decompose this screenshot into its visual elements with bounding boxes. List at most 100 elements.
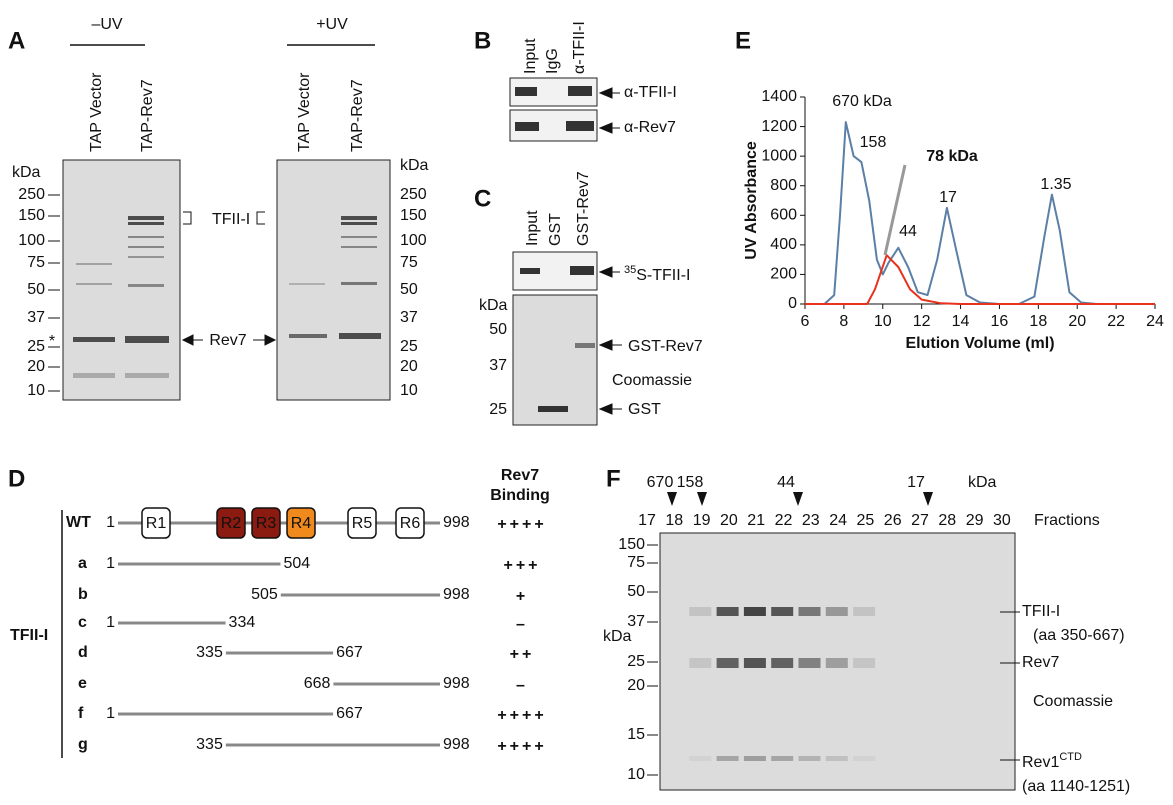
y-tick-label: 1400 xyxy=(761,88,797,105)
lane-label: GST xyxy=(547,213,564,246)
band xyxy=(575,343,595,348)
lane-label: Input xyxy=(524,210,541,246)
binding: ++ xyxy=(510,646,535,663)
band xyxy=(825,607,848,616)
fraction: 30 xyxy=(993,512,1011,529)
marker: 100 xyxy=(18,232,45,249)
gel-label: TFII-I xyxy=(1022,603,1060,620)
panel-letter: D xyxy=(8,465,25,492)
domain-label: R1 xyxy=(146,515,167,532)
residue: 335 xyxy=(196,644,223,661)
domain-label: R5 xyxy=(352,515,373,532)
domain xyxy=(216,507,246,539)
x-tick-label: 16 xyxy=(991,313,1009,330)
band xyxy=(771,756,794,761)
fraction: 21 xyxy=(747,512,765,529)
marker: 17 xyxy=(907,474,925,491)
residue: 334 xyxy=(229,614,256,631)
fraction: 19 xyxy=(693,512,711,529)
marker: 50 xyxy=(627,583,645,600)
y-tick-label: 600 xyxy=(770,207,797,224)
binding: – xyxy=(516,616,528,633)
band xyxy=(798,658,821,668)
marker: 670 xyxy=(647,474,674,491)
lane-label: GST-Rev7 xyxy=(575,171,592,246)
marker: 37 xyxy=(489,357,507,374)
pointer xyxy=(1000,611,1020,761)
kda-label: kDa xyxy=(968,474,997,491)
gel-label: Coomassie xyxy=(1033,693,1113,710)
binding: + xyxy=(516,588,528,605)
x-tick-label: 24 xyxy=(1146,313,1164,330)
residue: 1 xyxy=(106,705,115,722)
construct-name: g xyxy=(78,736,88,753)
fraction: 18 xyxy=(665,512,683,529)
band xyxy=(716,607,739,616)
band xyxy=(716,658,739,668)
condition: –UV xyxy=(91,16,122,33)
construct-name: c xyxy=(78,614,87,631)
domain-label: R2 xyxy=(221,515,242,532)
fraction: 17 xyxy=(638,512,656,529)
marker: 150 xyxy=(618,536,645,553)
domain xyxy=(141,507,171,539)
band xyxy=(520,268,540,274)
x-tick-label: 10 xyxy=(874,313,892,330)
gel-label: GST-Rev7 xyxy=(628,338,703,355)
lane-label: IgG xyxy=(544,48,561,74)
fraction: 22 xyxy=(775,512,793,529)
binding: +++ xyxy=(503,557,540,574)
arrowhead xyxy=(923,492,933,506)
band xyxy=(566,121,594,131)
y-tick-label: 0 xyxy=(788,295,797,312)
domain-label: R3 xyxy=(256,515,277,532)
gel-label: Rev7 xyxy=(1022,654,1059,671)
gel-label: GST xyxy=(628,401,661,418)
band xyxy=(853,607,876,616)
band-label: TFII-I xyxy=(212,211,250,228)
label: Rev1 xyxy=(1022,754,1059,771)
annotation: 158 xyxy=(860,134,887,151)
annotation: 44 xyxy=(899,223,917,240)
lane-label: Input xyxy=(522,38,539,74)
domain xyxy=(286,507,316,539)
domain xyxy=(251,507,281,539)
band xyxy=(689,658,712,668)
gel xyxy=(512,294,598,426)
marker: 37 xyxy=(27,309,45,326)
marker: 10 xyxy=(627,766,645,783)
panel-letter: A xyxy=(8,27,25,54)
construct-name: e xyxy=(78,675,87,692)
band xyxy=(853,756,876,761)
residue: 667 xyxy=(336,705,363,722)
band xyxy=(689,607,712,616)
band xyxy=(743,658,766,668)
construct-name: WT xyxy=(66,514,91,531)
lane-label: TAP Vector xyxy=(296,72,313,152)
label: S-TFII-I xyxy=(636,267,690,284)
band xyxy=(515,122,539,131)
kda-label: kDa xyxy=(400,157,429,174)
gel xyxy=(62,159,181,401)
fraction: 27 xyxy=(911,512,929,529)
band xyxy=(771,658,794,668)
residue: 1 xyxy=(106,614,115,631)
construct-name: a xyxy=(78,555,87,572)
marker: 37 xyxy=(400,309,418,326)
band xyxy=(515,87,537,96)
arrowhead xyxy=(793,492,803,506)
marker: 37 xyxy=(627,613,645,630)
protein: TFII-I xyxy=(10,627,48,644)
y-tick-label: 800 xyxy=(770,177,797,194)
annotation: 17 xyxy=(939,189,957,206)
band xyxy=(743,756,766,761)
residue: 998 xyxy=(443,514,470,531)
gel-label: Coomassie xyxy=(612,372,692,389)
marker: 158 xyxy=(677,474,704,491)
gel-label: (aa 350-667) xyxy=(1033,627,1125,644)
lane-label: TAP-Rev7 xyxy=(139,79,156,152)
marker: 75 xyxy=(400,254,418,271)
marker: 20 xyxy=(400,358,418,375)
arrowhead xyxy=(697,492,707,506)
marker: 50 xyxy=(489,321,507,338)
